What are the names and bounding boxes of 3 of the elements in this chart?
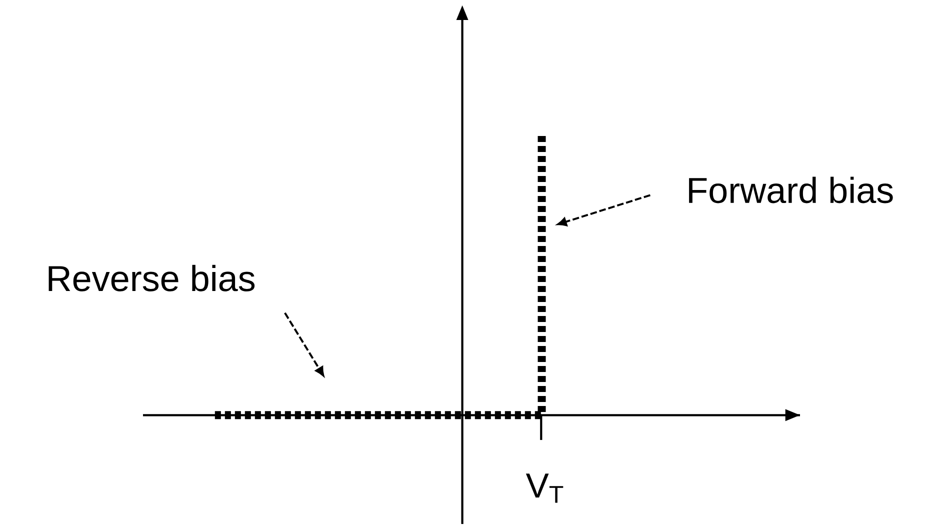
annotation: Reverse bias	[48, 264, 255, 292]
annotation: Forward bias	[689, 176, 893, 204]
text: V$_{T}$	[526, 474, 564, 503]
